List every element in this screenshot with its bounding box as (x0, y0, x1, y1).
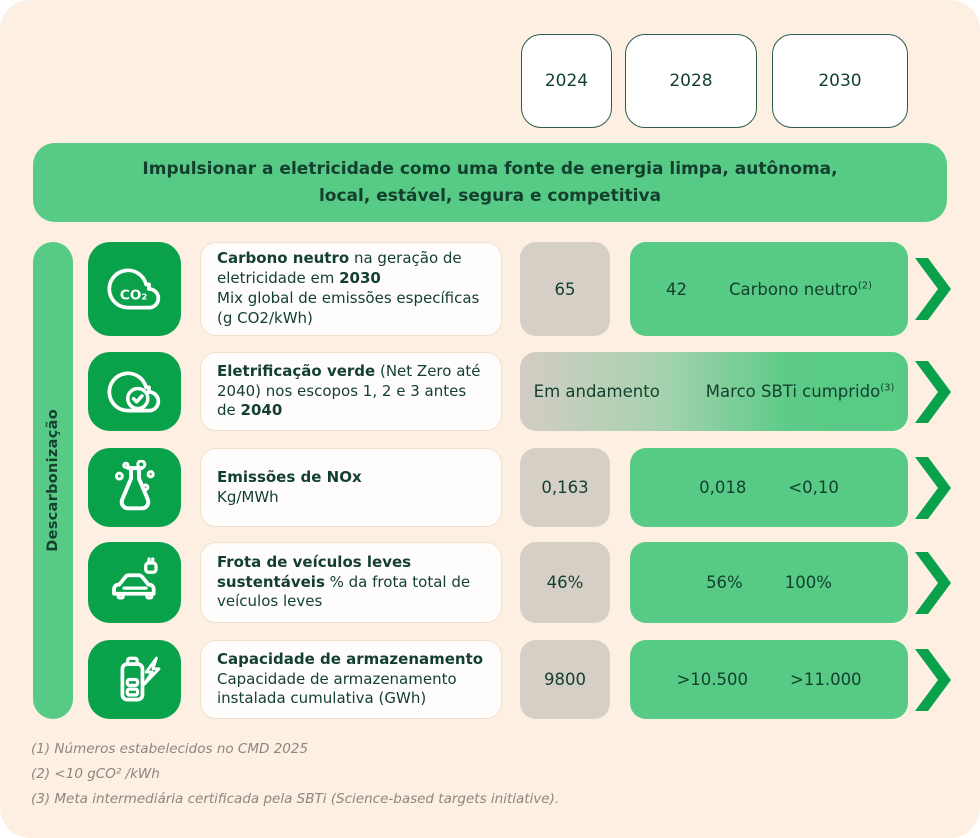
cloud-check-icon (88, 352, 181, 431)
metric-description: Frota de veículos leves sustentáveis % d… (200, 542, 502, 623)
metric-line1: Emissões de NOx (217, 467, 362, 486)
metric-description: Carbono neutro na geração de eletricidad… (200, 242, 502, 336)
year-label: 2024 (544, 71, 589, 91)
target-2030: Carbono neutro(2) (728, 279, 872, 299)
category-bar: Descarbonização (33, 242, 73, 719)
co2-cloud-icon: CO₂ (88, 242, 181, 336)
year-box-2024: 2024 (521, 34, 612, 128)
metric-row-eletrificacao-verde: Eletrificação verde (Net Zero até 2040) … (0, 352, 980, 431)
metric-line1: Capacidade de armazenamento (217, 649, 484, 668)
metric-line2: Capacidade de armazenamento instalada cu… (217, 669, 457, 708)
footnote-1: (1) Números estabelecidos no CMD 2025 (31, 741, 309, 757)
metric-line2: Kg/MWh (217, 487, 279, 506)
metric-row-frota-veiculos: Frota de veículos leves sustentáveis % d… (0, 542, 980, 623)
metric-row-carbono-neutro: CO₂ Carbono neutro na geração de eletric… (0, 242, 980, 336)
target-2028: 42 (665, 279, 687, 299)
footnote-2: (2) <10 gCO² /kWh (31, 766, 160, 782)
flask-icon (88, 448, 181, 527)
electric-car-icon (88, 542, 181, 623)
target-2028: >10.500 (676, 670, 748, 689)
target-2030: <0,10 (788, 478, 839, 497)
target-values: 42 Carbono neutro(2) (630, 242, 908, 336)
banner-title: Impulsionar a eletricidade como uma font… (33, 143, 947, 222)
year-box-2030: 2030 (772, 34, 908, 128)
footnote-ref: (2) (857, 280, 872, 291)
metric-line1: Eletrificação verde (Net Zero até 2040) … (217, 361, 481, 420)
next-chevron-icon (915, 456, 951, 519)
status-gradient-box: Em andamento Marco SBTi cumprido(3) (520, 352, 908, 431)
year-label: 2030 (818, 71, 862, 91)
metric-line1: Carbono neutro na geração de eletricidad… (217, 249, 462, 288)
next-chevron-icon (915, 551, 951, 614)
status-target: Marco SBTi cumprido(3) (705, 382, 895, 401)
target-2028: 56% (706, 573, 743, 592)
next-chevron-icon (915, 258, 951, 320)
year-label: 2028 (669, 71, 713, 91)
footnote-3: (3) Meta intermediária certificada pela … (31, 791, 560, 807)
metric-description: Capacidade de armazenamento Capacidade d… (200, 640, 502, 719)
svg-text:CO₂: CO₂ (119, 288, 146, 304)
banner-line2: local, estável, segura e competitiva (318, 185, 662, 206)
target-values: 56% 100% (630, 542, 908, 623)
metric-row-capacidade-armazenamento: Capacidade de armazenamento Capacidade d… (0, 640, 980, 719)
value-2024: 65 (520, 242, 610, 336)
metric-row-emissoes-nox: Emissões de NOx Kg/MWh 0,163 0,018 <0,10 (0, 448, 980, 527)
metric-description: Eletrificação verde (Net Zero até 2040) … (200, 352, 502, 431)
next-chevron-icon (915, 648, 951, 711)
year-box-2028: 2028 (625, 34, 757, 128)
target-2030: 100% (784, 573, 832, 592)
value-2024: 9800 (520, 640, 610, 719)
value-2024: 46% (520, 542, 610, 623)
metric-description: Emissões de NOx Kg/MWh (200, 448, 502, 527)
footnotes: (1) Números estabelecidos no CMD 2025 (2… (31, 737, 559, 812)
target-values: 0,018 <0,10 (630, 448, 908, 527)
target-2028: 0,018 (699, 478, 747, 497)
value-2024: 0,163 (520, 448, 610, 527)
metric-line2: Mix global de emissões específicas (g CO… (217, 289, 480, 327)
next-chevron-icon (915, 360, 951, 423)
footnote-ref: (3) (880, 382, 895, 394)
target-values: >10.500 >11.000 (630, 640, 908, 719)
status-current: Em andamento (533, 382, 660, 401)
target-2030: >11.000 (790, 670, 862, 689)
battery-charge-icon (88, 640, 181, 719)
metric-line1: Frota de veículos leves sustentáveis % d… (217, 552, 471, 611)
banner-line1: Impulsionar a eletricidade como uma font… (142, 159, 838, 180)
